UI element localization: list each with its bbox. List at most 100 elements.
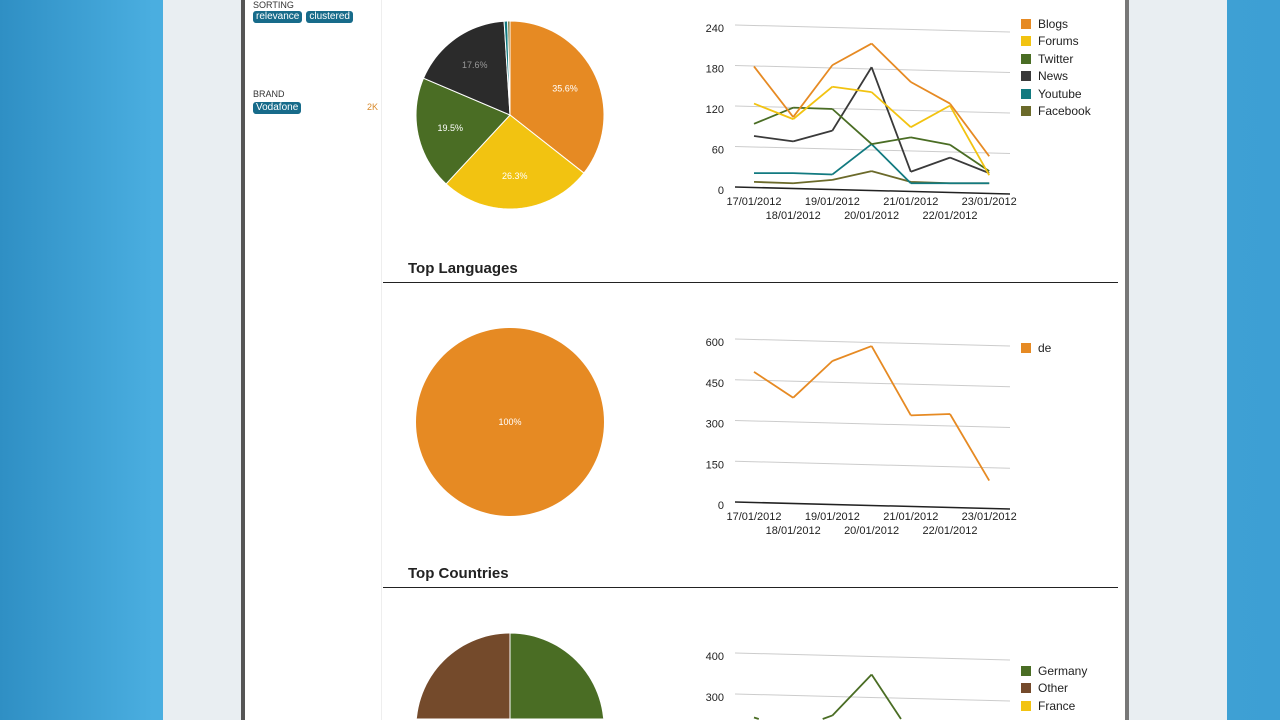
x-tick-label: 17/01/2012 <box>726 196 781 208</box>
legend-item[interactable]: de <box>1021 339 1051 357</box>
y-tick-label: 180 <box>706 64 724 76</box>
y-tick-label: 300 <box>706 419 724 431</box>
gridline <box>734 501 1011 510</box>
y-tick-label: 0 <box>718 500 724 512</box>
legend-item[interactable]: Blogs <box>1021 15 1091 33</box>
y-tick-label: 400 <box>706 651 724 663</box>
legend-item[interactable]: Facebook <box>1021 103 1091 121</box>
gridline <box>734 105 1011 114</box>
chart-legend: Germany Other France <box>1021 662 1087 715</box>
legend-item[interactable]: Germany <box>1021 662 1087 680</box>
gridline <box>734 652 1011 661</box>
legend-label: Other <box>1038 681 1069 696</box>
legend-item[interactable]: France <box>1021 697 1087 715</box>
x-tick-label: 21/01/2012 <box>883 511 938 523</box>
legend-item[interactable]: Other <box>1021 680 1087 698</box>
legend-label: Blogs <box>1038 16 1069 31</box>
series-line-youtube <box>754 143 990 185</box>
legend-swatch <box>1021 700 1031 711</box>
report-page <box>241 0 1129 720</box>
gridline <box>734 420 1011 428</box>
pie-slice <box>415 632 511 720</box>
x-tick-label: 21/01/2012 <box>883 196 938 208</box>
legend-label: de <box>1038 340 1052 355</box>
gridline <box>734 338 1011 347</box>
legend-swatch <box>1021 665 1031 676</box>
sort-clustered-tag[interactable]: clustered <box>306 11 353 23</box>
legend-swatch <box>1021 36 1031 47</box>
legend-label: Twitter <box>1038 51 1074 66</box>
pie-label: 17.6% <box>462 60 488 70</box>
legend-swatch <box>1021 71 1031 82</box>
gridline <box>734 379 1011 388</box>
series-line-forums <box>753 85 990 176</box>
legend-label: France <box>1038 698 1076 713</box>
y-tick-label: 150 <box>706 459 724 471</box>
brand-vodafone-tag[interactable]: Vodafone <box>253 102 302 114</box>
y-tick-label: 600 <box>706 337 724 349</box>
brand-label: BRAND <box>253 89 285 99</box>
brand-count: 2K <box>367 102 379 112</box>
series-line-germany <box>753 673 902 720</box>
legend-swatch <box>1021 683 1031 694</box>
pie-slice <box>422 20 511 116</box>
x-tick-label: 19/01/2012 <box>805 196 860 208</box>
series-line-de <box>753 345 990 482</box>
sidebar-divider <box>381 0 382 720</box>
y-tick-label: 120 <box>706 104 724 116</box>
series-line-blogs <box>753 42 990 157</box>
legend-label: News <box>1038 69 1069 84</box>
legend-swatch <box>1021 342 1031 353</box>
pie-slice <box>445 114 585 210</box>
x-tick-label: 17/01/2012 <box>726 511 781 523</box>
gridline <box>734 460 1011 469</box>
y-tick-label: 450 <box>706 378 724 390</box>
x-tick-label: 23/01/2012 <box>962 196 1017 208</box>
pie-label: 35.6% <box>552 83 578 93</box>
x-tick-label: 22/01/2012 <box>922 525 977 537</box>
section-title-countries: Top Countries <box>408 565 509 582</box>
x-tick-label: 20/01/2012 <box>844 525 899 537</box>
chart-legend: Blogs Forums Twitter News Youtube Facebook <box>1021 15 1091 120</box>
x-tick-label: 18/01/2012 <box>766 525 821 537</box>
legend-item[interactable]: Twitter <box>1021 50 1091 68</box>
pie-label: 19.5% <box>437 123 463 133</box>
chart-legend: de <box>1021 339 1051 357</box>
pie-label: 100% <box>498 417 521 427</box>
legend-swatch <box>1021 53 1031 64</box>
pie-label: 26.3% <box>502 171 528 181</box>
pie-slice <box>509 632 605 720</box>
legend-item[interactable]: News <box>1021 68 1091 86</box>
y-tick-label: 60 <box>712 145 724 157</box>
section-divider <box>383 282 1118 283</box>
x-tick-label: 20/01/2012 <box>844 210 899 222</box>
legend-label: Germany <box>1038 663 1088 678</box>
y-tick-label: 240 <box>706 23 724 35</box>
gridline <box>734 146 1011 154</box>
sorting-label: SORTING <box>253 0 294 10</box>
gridline <box>734 186 1011 195</box>
section-divider <box>383 587 1118 588</box>
legend-label: Facebook <box>1038 104 1091 119</box>
legend-swatch <box>1021 18 1031 29</box>
sort-relevance-tag[interactable]: relevance <box>253 11 303 23</box>
pie-slice <box>507 20 511 116</box>
gridline <box>734 693 1011 702</box>
legend-swatch <box>1021 106 1031 117</box>
series-line-twitter <box>753 106 990 172</box>
pie-slice <box>416 328 604 516</box>
legend-label: Forums <box>1038 34 1079 49</box>
x-tick-label: 19/01/2012 <box>805 511 860 523</box>
legend-item[interactable]: Youtube <box>1021 85 1091 103</box>
section-title-languages: Top Languages <box>408 260 518 277</box>
legend-item[interactable]: Forums <box>1021 33 1091 51</box>
legend-swatch <box>1021 88 1031 99</box>
gridline <box>734 24 1011 33</box>
x-tick-label: 18/01/2012 <box>766 210 821 222</box>
legend-label: Youtube <box>1038 86 1082 101</box>
pie-slice <box>415 77 511 185</box>
pie-slice <box>509 20 605 174</box>
series-line-facebook <box>753 170 990 185</box>
y-tick-label: 0 <box>718 185 724 197</box>
